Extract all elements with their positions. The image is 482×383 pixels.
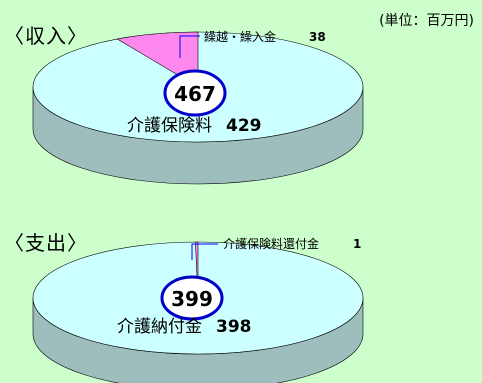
income-minor-value: 38 (309, 30, 326, 44)
expense-main-label: 介護納付金 (117, 317, 202, 337)
expense-minor-label: 介護保険料還付金 (223, 236, 319, 251)
income-main-label: 介護保険料 (127, 116, 212, 136)
income-main-value: 429 (226, 116, 262, 136)
expense-minor-value: 1 (353, 237, 361, 251)
expense-main-value: 398 (216, 317, 252, 337)
income-minor-label: 繰越・繰入金 (204, 29, 276, 44)
expense-total-value: 399 (171, 287, 213, 311)
income-total-value: 467 (174, 82, 216, 106)
